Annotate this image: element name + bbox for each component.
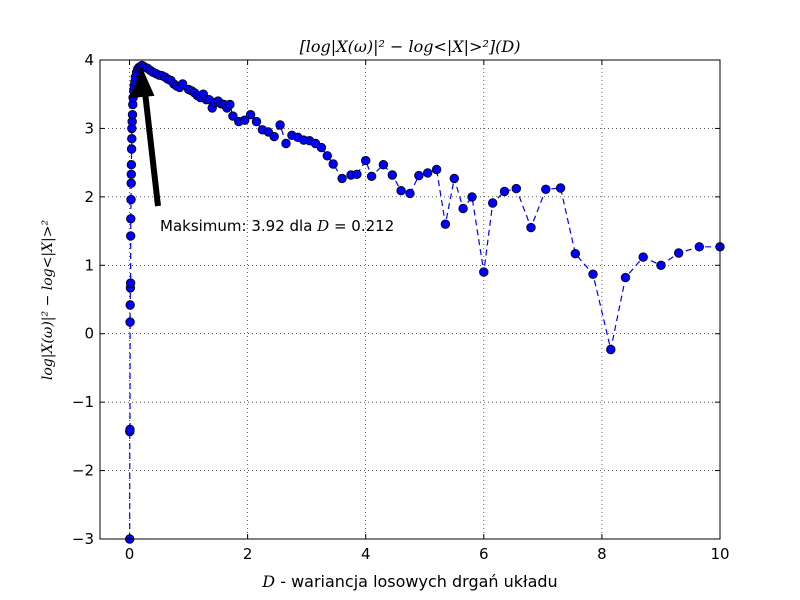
- data-point: [405, 188, 415, 199]
- data-point: [126, 144, 137, 154]
- ticks: 0 2 4 6 8 10 −3 −2 −1 0 1 2 3 4: [72, 51, 730, 563]
- x-tick-label: 4: [361, 545, 371, 563]
- data-point: [606, 344, 616, 355]
- data-point: [322, 151, 333, 161]
- plot-frame: [99, 59, 721, 540]
- data-point: [638, 252, 648, 262]
- data-point: [275, 120, 285, 130]
- data-point: [251, 116, 262, 127]
- data-point: [125, 278, 136, 288]
- data-point: [361, 155, 371, 166]
- data-point: [126, 178, 136, 188]
- data-point: [328, 159, 338, 169]
- data-point: [245, 109, 256, 120]
- data-point: [570, 248, 581, 259]
- data-point: [269, 131, 279, 142]
- data-point: [125, 231, 136, 241]
- series-markers: [124, 60, 725, 544]
- data-point: [126, 159, 137, 170]
- annotation-arrow-shaft: [142, 91, 161, 207]
- max-annotation: Maksimum: 3.92 dla D = 0.212: [129, 67, 394, 235]
- data-point: [126, 214, 136, 224]
- data-point: [352, 169, 362, 180]
- data-point: [125, 300, 135, 310]
- annotation-text-symbol: D: [316, 217, 329, 235]
- y-axis-label: log|X(ω)|² − log<|X|>²: [40, 220, 56, 381]
- data-point: [499, 186, 510, 197]
- data-point: [366, 171, 377, 182]
- y-tick-label: −1: [72, 393, 94, 411]
- data-point: [387, 170, 398, 180]
- data-point: [674, 248, 684, 258]
- data-point: [555, 183, 566, 193]
- annotation-text-suffix: = 0.212: [329, 217, 394, 235]
- data-point: [541, 184, 551, 195]
- data-point: [228, 111, 238, 121]
- data-point: [396, 185, 406, 196]
- data-point: [423, 168, 433, 178]
- data-point: [479, 267, 489, 277]
- y-tick-label: 1: [84, 256, 94, 274]
- data-point: [177, 79, 188, 89]
- data-point: [588, 269, 598, 279]
- data-point: [281, 138, 291, 149]
- y-tick-label: 4: [84, 51, 94, 69]
- x-axis-label-text: - wariancja losowych drgań układu: [275, 572, 558, 591]
- grid: [100, 59, 721, 540]
- x-axis-label: D - wariancja losowych drgań układu: [261, 572, 557, 591]
- data-point: [656, 260, 666, 271]
- axes-frame: [99, 59, 721, 540]
- data-point: [620, 272, 631, 283]
- x-axis-label-symbol: D: [261, 572, 275, 591]
- data-point: [511, 183, 522, 194]
- data-point: [125, 424, 135, 435]
- annotation-text: Maksimum: 3.92 dla D = 0.212: [160, 217, 394, 235]
- x-tick-label: 10: [710, 545, 729, 563]
- annotation-arrow-head: [129, 67, 155, 99]
- y-tick-label: 2: [84, 188, 94, 206]
- chart-title: [log|X(ω)|² − log<|X|>²](D): [300, 37, 521, 56]
- data-point: [378, 159, 389, 170]
- data-point: [225, 99, 235, 110]
- y-tick-label: 0: [84, 325, 94, 343]
- data-point: [126, 194, 136, 205]
- data-point: [440, 219, 451, 229]
- data-point: [337, 173, 347, 184]
- data-point: [431, 164, 442, 175]
- series-line: [129, 64, 720, 539]
- data-point: [126, 169, 137, 180]
- y-tick-label: −3: [72, 530, 94, 548]
- x-tick-label: 2: [243, 545, 253, 563]
- x-tick-label: 8: [597, 545, 607, 563]
- data-point: [414, 170, 424, 181]
- y-tick-label: 3: [84, 119, 94, 137]
- series-polyline: [129, 64, 720, 539]
- data-point: [694, 242, 705, 252]
- data-point: [125, 317, 135, 327]
- y-tick-label: −2: [72, 462, 94, 480]
- data-point: [127, 133, 137, 144]
- data-point: [127, 109, 138, 120]
- annotation-text-prefix: Maksimum: 3.92 dla: [160, 217, 317, 235]
- x-tick-label: 0: [125, 545, 135, 563]
- data-point: [526, 222, 536, 233]
- data-point: [467, 192, 477, 202]
- data-point: [458, 203, 468, 214]
- data-point: [239, 115, 250, 125]
- x-tick-label: 6: [479, 545, 489, 563]
- data-point: [316, 142, 327, 153]
- data-point: [449, 173, 460, 184]
- data-point: [488, 198, 498, 208]
